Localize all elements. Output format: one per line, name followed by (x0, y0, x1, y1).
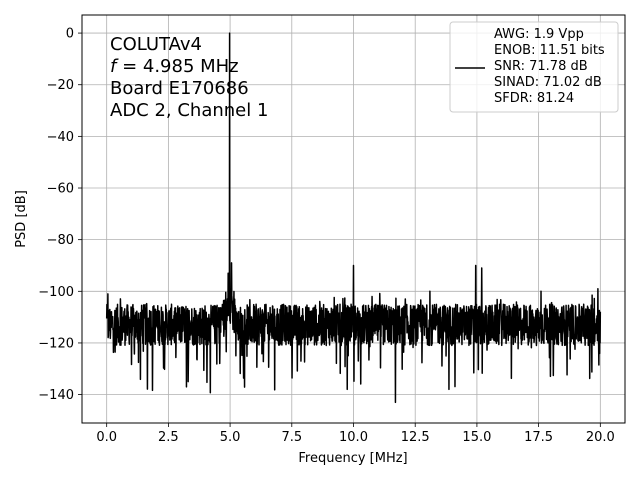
annotation-line-3: Board E170686 (110, 78, 249, 99)
legend-line-snr: SNR: 71.78 dB (494, 59, 588, 74)
legend-box (449, 21, 619, 113)
x-axis-ticks: 0.0 2.5 5.0 7.5 10.0 12.5 15.0 17.5 20.0 (96, 423, 615, 445)
annotation-variable: f (110, 56, 119, 77)
y-tick-label: −140 (38, 388, 74, 403)
y-tick-label: −120 (38, 336, 74, 351)
annotation-frequency: = 4.985 MHz (116, 56, 238, 77)
x-tick-label: 17.5 (524, 430, 553, 445)
x-tick-label: 10.0 (339, 430, 368, 445)
x-tick-label: 2.5 (158, 430, 179, 445)
y-axis-ticks: 0 −20 −40 −60 −80 −100 −120 −140 (38, 27, 82, 403)
plot-series (105, 32, 602, 404)
x-tick-label: 5.0 (220, 430, 241, 445)
y-tick-label: −40 (47, 130, 74, 145)
x-tick-label: 15.0 (462, 430, 491, 445)
legend-line-sfdr: SFDR: 81.24 (494, 91, 574, 106)
psd-series-line (105, 32, 602, 404)
y-axis-label: PSD [dB] (14, 190, 29, 248)
legend-line-sinad: SINAD: 71.02 dB (494, 75, 602, 90)
annotation-block: COLUTAv4 f = 4.985 MHz Board E170686 ADC… (110, 34, 268, 121)
x-tick-label: 20.0 (586, 430, 615, 445)
x-axis-label: Frequency [MHz] (298, 451, 407, 466)
legend-line-awg: AWG: 1.9 Vpp (494, 27, 584, 42)
y-tick-label: −100 (38, 285, 74, 300)
y-tick-label: 0 (66, 27, 74, 42)
y-tick-label: −20 (47, 78, 74, 93)
annotation-line-4: ADC 2, Channel 1 (110, 100, 268, 121)
y-tick-label: −60 (47, 182, 74, 197)
x-tick-label: 7.5 (281, 430, 302, 445)
annotation-line-2: f = 4.985 MHz (110, 56, 239, 77)
annotation-line-1: COLUTAv4 (110, 34, 202, 55)
y-tick-label: −80 (47, 233, 74, 248)
legend-line-enob: ENOB: 11.51 bits (494, 43, 605, 58)
x-tick-label: 12.5 (401, 430, 430, 445)
x-tick-label: 0.0 (96, 430, 117, 445)
legend: AWG: 1.9 Vpp ENOB: 11.51 bits SNR: 71.78… (449, 21, 619, 113)
